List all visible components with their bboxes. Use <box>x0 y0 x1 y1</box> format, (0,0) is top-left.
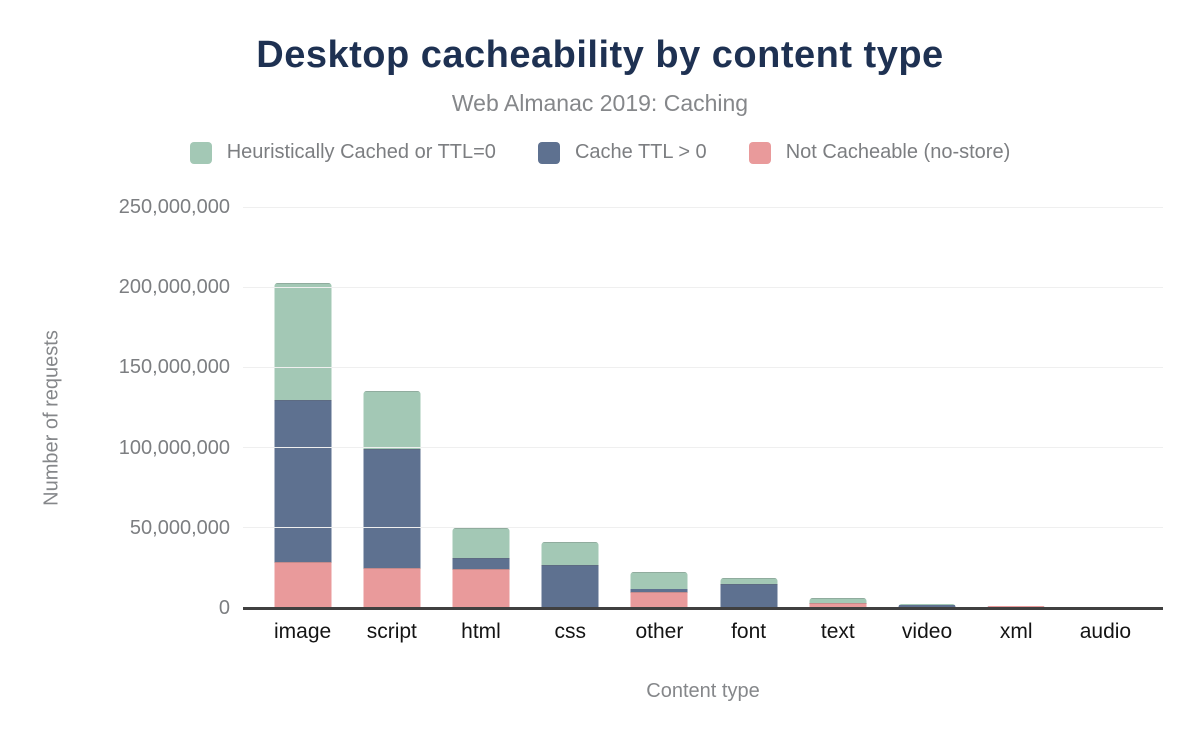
stacked-bar-font <box>720 577 778 608</box>
stacked-bar-script <box>363 390 421 608</box>
legend: Heuristically Cached or TTL=0 Cache TTL … <box>0 141 1200 164</box>
segment-html-top[interactable] <box>452 528 510 558</box>
legend-item-ttl: Cache TTL > 0 <box>537 141 707 164</box>
x-tick-label-css: css <box>554 620 586 643</box>
bar-slot-html: html <box>436 207 525 643</box>
chart-title: Desktop cacheability by content type <box>256 34 944 76</box>
x-tick-label-xml: xml <box>999 620 1033 643</box>
plot-area: image script html css other font text video xml a… <box>119 196 1163 702</box>
segment-video-top[interactable] <box>898 604 956 605</box>
bar-slot-video: video <box>882 207 971 643</box>
segment-script-bottom[interactable] <box>363 567 421 608</box>
legend-item-heuristic: Heuristically Cached or TTL=0 <box>189 141 496 164</box>
segment-font-top[interactable] <box>720 577 778 584</box>
legend-label-nocache: Not Cacheable (no-store) <box>785 141 1011 163</box>
bars-container: image script html css other font text video xml a… <box>258 207 1150 643</box>
y-tick-label: 50,000,000 <box>129 516 230 539</box>
y-tick-label: 100,000,000 <box>118 436 230 459</box>
legend-label-heuristic: Heuristically Cached or TTL=0 <box>226 141 496 163</box>
y-tick-label: 200,000,000 <box>118 276 230 299</box>
gridline <box>243 447 1163 449</box>
bar-slot-other: other <box>615 207 704 643</box>
legend-label-ttl: Cache TTL > 0 <box>574 141 707 163</box>
x-tick-label-audio: audio <box>1079 620 1132 643</box>
segment-text-top[interactable] <box>809 598 867 603</box>
segment-image-middle[interactable] <box>274 399 332 563</box>
segment-css-middle[interactable] <box>541 565 599 608</box>
bar-slot-xml: xml <box>972 207 1061 643</box>
bar-slot-css: css <box>526 207 615 643</box>
stacked-bar-html <box>452 528 510 608</box>
chart-subtitle: Web Almanac 2019: Caching <box>451 90 749 116</box>
segment-text-bottom[interactable] <box>809 603 867 608</box>
segment-other-top[interactable] <box>630 571 688 590</box>
stacked-bar-css <box>541 541 599 608</box>
segment-html-bottom[interactable] <box>452 569 510 608</box>
segment-script-top[interactable] <box>363 390 421 449</box>
segment-script-middle[interactable] <box>363 448 421 568</box>
segment-css-top[interactable] <box>541 541 599 566</box>
segment-image-top[interactable] <box>274 282 332 400</box>
legend-item-nocache: Not Cacheable (no-store) <box>748 141 1011 164</box>
gridline <box>243 527 1163 529</box>
legend-swatch-heuristic <box>189 141 212 164</box>
bar-slot-text: text <box>793 207 882 643</box>
segment-other-bottom[interactable] <box>630 591 688 608</box>
x-tick-label-script: script <box>366 620 417 643</box>
stacked-bar-text <box>809 598 867 608</box>
gridline <box>243 286 1163 288</box>
x-tick-label-html: html <box>461 620 501 643</box>
gridline <box>243 206 1163 208</box>
x-tick-label-text: text <box>820 620 855 643</box>
segment-video-middle[interactable] <box>898 604 956 608</box>
legend-swatch-ttl <box>537 141 560 164</box>
y-tick-label: 150,000,000 <box>118 356 230 379</box>
x-tick-label-video: video <box>901 620 953 643</box>
bar-slot-script: script <box>347 207 436 643</box>
bar-slot-font: font <box>704 207 793 643</box>
bar-slot-image: image <box>258 207 347 643</box>
segment-image-bottom[interactable] <box>274 562 332 608</box>
bar-slot-audio: audio <box>1061 207 1150 643</box>
stacked-bar-other <box>630 571 688 608</box>
segment-font-middle[interactable] <box>720 583 778 608</box>
stacked-bar-image <box>274 282 332 608</box>
legend-swatch-nocache <box>748 141 771 164</box>
segment-html-middle[interactable] <box>452 557 510 570</box>
x-tick-label-other: other <box>635 620 684 643</box>
y-tick-label: 0 <box>218 597 230 619</box>
x-axis-title: Content type <box>646 680 760 702</box>
y-tick-label: 250,000,000 <box>118 196 230 218</box>
x-axis-line <box>243 607 1163 610</box>
x-tick-label-font: font <box>731 620 767 643</box>
segment-other-middle[interactable] <box>630 589 688 592</box>
gridline <box>243 366 1163 368</box>
x-tick-label-image: image <box>273 620 332 643</box>
